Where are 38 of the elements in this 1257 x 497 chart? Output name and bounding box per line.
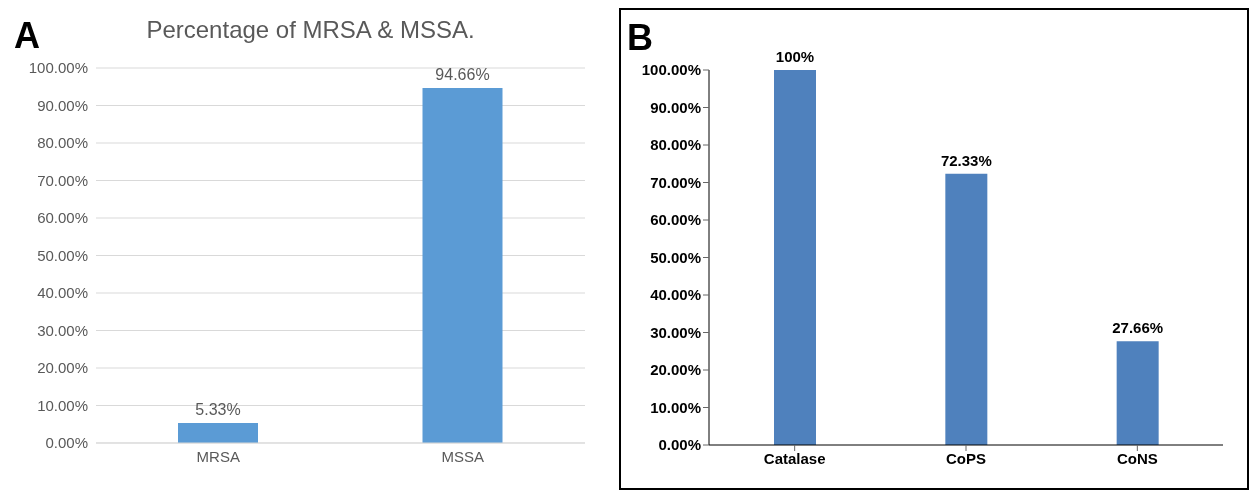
y-tick-label: 60.00% — [650, 211, 701, 229]
text: B — [627, 17, 653, 58]
y-tick-label: 10.00% — [650, 398, 701, 416]
data-label: 100% — [775, 48, 815, 65]
y-tick-label: 60.00% — [37, 209, 88, 227]
y-tick-label: 30.00% — [650, 323, 701, 341]
y-tick-label: 90.00% — [650, 98, 701, 116]
x-tick-label: MSSA — [441, 447, 485, 465]
y-tick-label: 30.00% — [37, 321, 88, 339]
y-tick-label: 80.00% — [650, 136, 701, 154]
y-tick-label: 40.00% — [650, 286, 701, 304]
bar — [945, 173, 988, 445]
y-tick-label: 40.00% — [37, 284, 88, 302]
x-tick-label: MRSA — [196, 447, 240, 465]
data-label: 27.66% — [1112, 319, 1164, 337]
x-tick-label: CoPS — [945, 449, 987, 467]
y-tick-label: 100.00% — [28, 59, 88, 77]
y-tick-label: 0.00% — [658, 436, 701, 454]
y-tick-label: 20.00% — [37, 359, 88, 377]
x-tick-label: Catalase — [763, 449, 826, 467]
y-tick-label: 70.00% — [37, 171, 88, 189]
bar — [1116, 341, 1159, 445]
y-tick-label: 100.00% — [641, 61, 701, 79]
chart-title: Percentage of MRSA & MSSA. — [146, 16, 475, 43]
y-tick-label: 10.00% — [37, 396, 88, 414]
bar — [774, 70, 816, 445]
y-tick-label: 70.00% — [650, 173, 701, 191]
x-tick-label: CoNS — [1116, 449, 1158, 467]
data-label: 72.33% — [940, 151, 992, 169]
y-tick-label: 80.00% — [37, 134, 88, 152]
y-tick-label: 50.00% — [650, 248, 701, 266]
y-tick-label: 0.00% — [45, 434, 88, 452]
y-tick-label: 50.00% — [37, 246, 88, 264]
y-tick-label: 20.00% — [650, 361, 701, 379]
data-label: 94.66% — [435, 66, 490, 84]
y-tick-label: 90.00% — [37, 96, 88, 114]
text: A — [14, 15, 40, 56]
data-label: 5.33% — [195, 401, 241, 419]
